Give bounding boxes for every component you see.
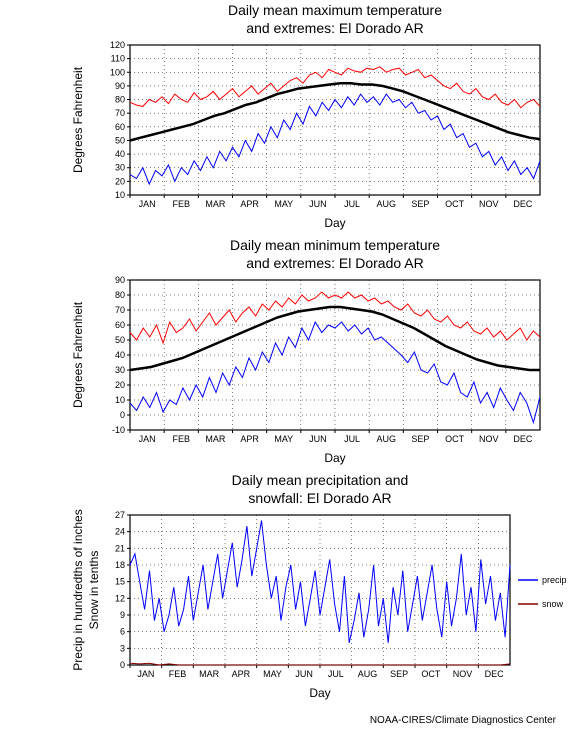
- chart-title-line2: snowfall: El Dorado AR: [248, 490, 391, 506]
- chart-title-line2: and extremes: El Dorado AR: [246, 20, 423, 36]
- y-tick-label: 30: [115, 163, 125, 173]
- x-tick-label: MAR: [205, 199, 226, 209]
- chart-container: Daily mean precipitation and snowfall: El…: [0, 470, 576, 715]
- y-tick-label: 40: [115, 149, 125, 159]
- x-tick-label: JAN: [139, 199, 156, 209]
- x-tick-label: OCT: [421, 669, 441, 679]
- y-tick-label: 10: [115, 395, 125, 405]
- chart-container: Daily mean maximum temperature and extrem…: [0, 0, 576, 235]
- y-tick-label: 10: [115, 190, 125, 200]
- y-tick-label: 9: [120, 610, 125, 620]
- chart: Daily mean maximum temperature and extrem…: [0, 0, 576, 235]
- y-tick-label: 70: [115, 108, 125, 118]
- y-axis-label: Degrees Fahrenheit: [71, 66, 85, 173]
- y-tick-label: 21: [115, 543, 125, 553]
- y-tick-label: 40: [115, 350, 125, 360]
- chart-title-line2: and extremes: El Dorado AR: [246, 255, 423, 271]
- x-tick-label: SEP: [411, 434, 429, 444]
- chart-title-line1: Daily mean minimum temperature: [230, 237, 440, 253]
- y-tick-label: 27: [115, 510, 125, 520]
- series-min: [130, 94, 540, 184]
- x-axis-label: Day: [324, 216, 345, 230]
- x-tick-label: DEC: [513, 199, 533, 209]
- x-tick-label: JUL: [328, 669, 344, 679]
- chart-container: Daily mean minimum temperature and extrem…: [0, 235, 576, 470]
- x-tick-label: OCT: [445, 434, 465, 444]
- y-tick-label: 90: [115, 275, 125, 285]
- x-tick-label: MAY: [274, 434, 293, 444]
- chart: Daily mean minimum temperature and extrem…: [0, 235, 576, 470]
- chart-title-line1: Daily mean maximum temperature: [228, 2, 442, 18]
- y-axis-label: Degrees Fahrenheit: [71, 301, 85, 408]
- x-tick-label: FEB: [172, 199, 190, 209]
- x-tick-label: APR: [240, 199, 259, 209]
- x-tick-label: DEC: [513, 434, 533, 444]
- y-tick-label: 0: [120, 410, 125, 420]
- x-tick-label: MAY: [263, 669, 282, 679]
- x-tick-label: JUN: [309, 434, 327, 444]
- chart: Daily mean precipitation and snowfall: El…: [0, 470, 576, 715]
- y-tick-label: 6: [120, 627, 125, 637]
- x-tick-label: MAR: [205, 434, 226, 444]
- y-axis-label-2: Snow in tenths: [87, 551, 101, 630]
- y-tick-label: 60: [115, 122, 125, 132]
- x-tick-label: FEB: [169, 669, 187, 679]
- x-tick-label: AUG: [376, 199, 396, 209]
- x-tick-label: APR: [240, 434, 259, 444]
- footer-credit: NOAA-CIRES/Climate Diagnostics Center: [0, 715, 576, 726]
- x-tick-label: SEP: [390, 669, 408, 679]
- x-tick-label: JUN: [309, 199, 327, 209]
- x-tick-label: NOV: [479, 199, 499, 209]
- series-max: [130, 292, 540, 343]
- y-tick-label: 120: [110, 40, 125, 50]
- y-tick-label: 30: [115, 365, 125, 375]
- x-tick-label: SEP: [411, 199, 429, 209]
- y-tick-label: 20: [115, 380, 125, 390]
- y-tick-label: 12: [115, 593, 125, 603]
- x-axis-label: Day: [324, 451, 345, 465]
- y-tick-label: 70: [115, 305, 125, 315]
- x-tick-label: JAN: [139, 434, 156, 444]
- x-tick-label: JUL: [344, 199, 360, 209]
- x-tick-label: APR: [232, 669, 251, 679]
- chart-title-line1: Daily mean precipitation and: [232, 472, 409, 488]
- x-axis-label: Day: [309, 686, 330, 700]
- y-tick-label: 24: [115, 527, 125, 537]
- y-tick-label: 3: [120, 643, 125, 653]
- y-tick-label: 18: [115, 560, 125, 570]
- x-tick-label: AUG: [376, 434, 396, 444]
- y-tick-label: 60: [115, 320, 125, 330]
- y-tick-label: 50: [115, 335, 125, 345]
- y-tick-label: 110: [111, 54, 125, 64]
- x-tick-label: MAR: [199, 669, 220, 679]
- y-tick-label: 15: [115, 577, 125, 587]
- x-tick-label: JUL: [344, 434, 360, 444]
- y-tick-label: 0: [120, 660, 125, 670]
- x-tick-label: OCT: [445, 199, 465, 209]
- x-tick-label: NOV: [479, 434, 499, 444]
- y-tick-label: 90: [115, 81, 125, 91]
- y-tick-label: 100: [110, 67, 125, 77]
- x-tick-label: JAN: [137, 669, 154, 679]
- y-tick-label: -10: [112, 425, 125, 435]
- y-tick-label: 80: [115, 95, 125, 105]
- y-tick-label: 80: [115, 290, 125, 300]
- x-tick-label: DEC: [485, 669, 505, 679]
- x-tick-label: MAY: [274, 199, 293, 209]
- y-tick-label: 50: [115, 135, 125, 145]
- legend-label: precip: [542, 575, 567, 585]
- y-tick-label: 20: [115, 176, 125, 186]
- legend-label: snow: [542, 599, 564, 609]
- y-axis-label: Precip in hundredths of inches: [71, 509, 85, 670]
- x-tick-label: NOV: [453, 669, 473, 679]
- x-tick-label: JUN: [295, 669, 313, 679]
- x-tick-label: AUG: [358, 669, 378, 679]
- x-tick-label: FEB: [172, 434, 190, 444]
